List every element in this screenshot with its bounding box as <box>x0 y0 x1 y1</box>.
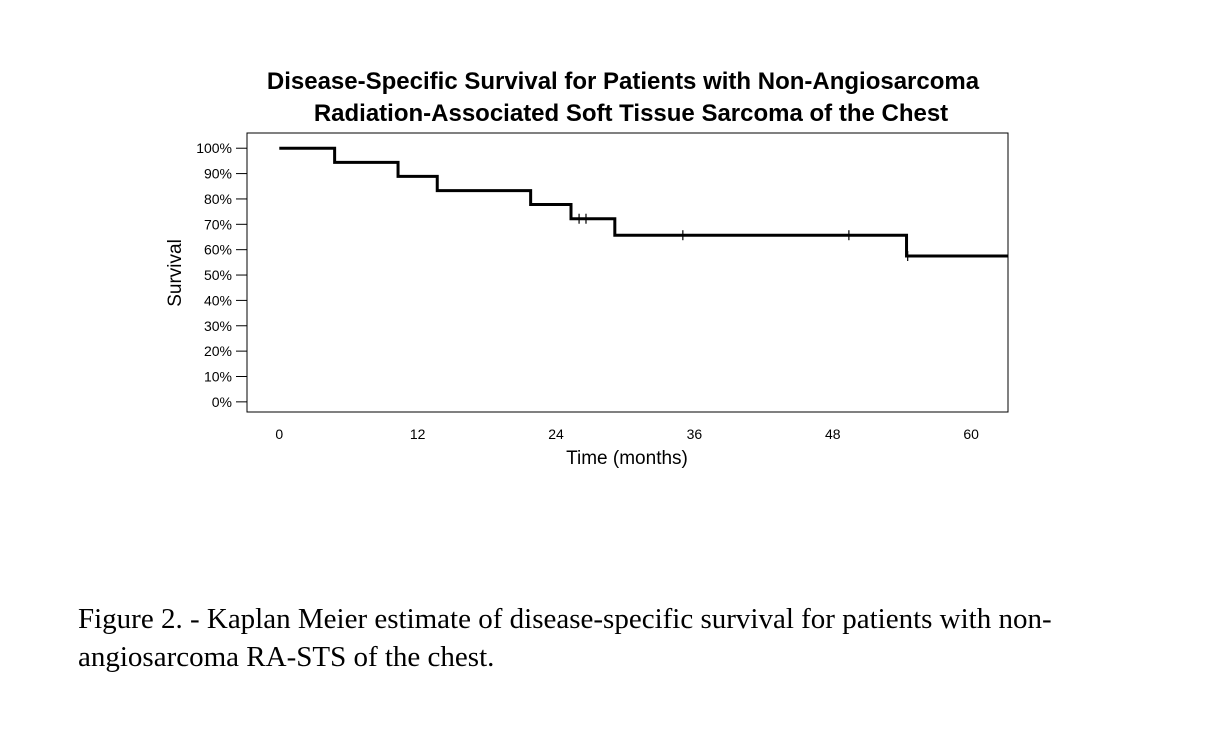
x-tick-label: 24 <box>548 426 564 442</box>
x-tick-label: 48 <box>825 426 841 442</box>
y-tick-label: 20% <box>204 343 232 359</box>
y-tick-label: 30% <box>204 318 232 334</box>
x-tick-label: 60 <box>963 426 979 442</box>
y-tick-label: 0% <box>212 394 232 410</box>
y-tick-label: 90% <box>204 166 232 182</box>
y-tick-label: 100% <box>196 140 232 156</box>
caption-line-1: Figure 2. - Kaplan Meier estimate of dis… <box>78 603 1052 635</box>
plot-frame <box>246 132 1009 413</box>
y-axis-label: Survival <box>165 239 186 307</box>
y-tick-label: 50% <box>204 267 232 283</box>
y-tick-label: 80% <box>204 191 232 207</box>
y-tick-label: 10% <box>204 368 232 384</box>
survival-step-line <box>279 146 1008 258</box>
caption-line-2: angiosarcoma RA-STS of the chest. <box>78 641 495 673</box>
y-tick-label: 60% <box>204 242 232 258</box>
x-axis-label: Time (months) <box>566 448 688 469</box>
y-axis: 0% 10% 20% 30% 40% 50% 60% 70% 80% 90% 100% <box>196 140 247 410</box>
figure-caption: Figure 2. - Kaplan Meier estimate of dis… <box>78 600 1188 676</box>
x-axis: 0 12 24 36 48 60 <box>275 426 979 442</box>
survival-series <box>279 146 1008 262</box>
chart-title-line1: Disease-Specific Survival for Patients w… <box>267 68 980 95</box>
x-tick-label: 36 <box>687 426 703 442</box>
y-tick-label: 40% <box>204 292 232 308</box>
y-tick-label: 70% <box>204 216 232 232</box>
chart-title-line2: Radiation-Associated Soft Tissue Sarcoma… <box>314 100 948 127</box>
x-tick-label: 0 <box>275 426 283 442</box>
x-tick-label: 12 <box>410 426 426 442</box>
